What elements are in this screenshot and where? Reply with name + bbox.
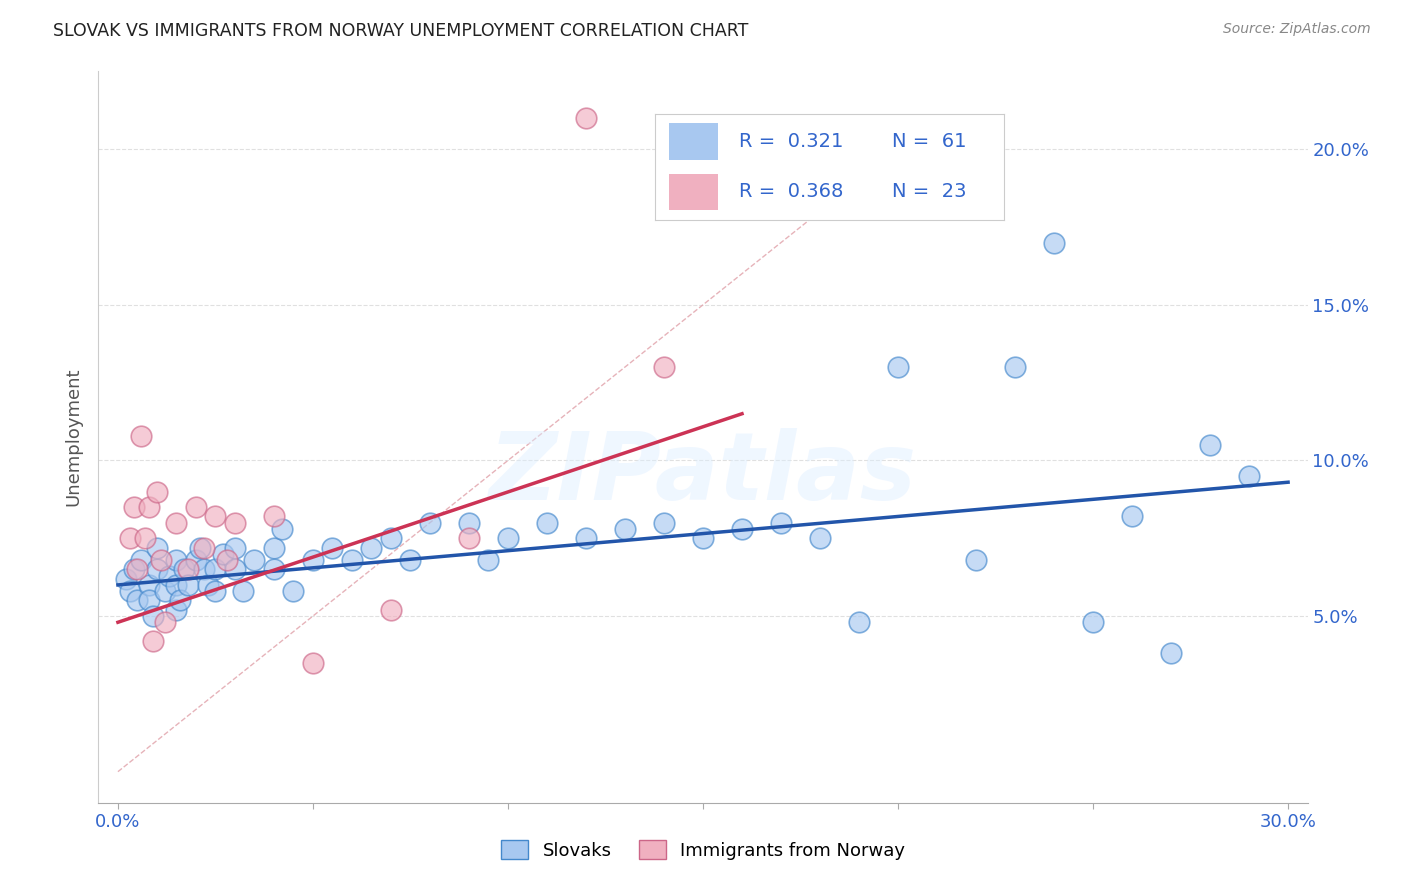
Point <box>1004 359 1026 374</box>
Point <box>536 516 558 530</box>
Point <box>692 531 714 545</box>
Point <box>149 553 172 567</box>
Point <box>212 547 235 561</box>
Point <box>138 500 160 515</box>
Point <box>146 562 169 576</box>
Point <box>204 509 226 524</box>
Point <box>302 553 325 567</box>
Point <box>575 111 598 125</box>
Y-axis label: Unemployment: Unemployment <box>65 368 83 507</box>
FancyBboxPatch shape <box>669 174 718 210</box>
Point <box>769 516 792 530</box>
Point <box>1237 469 1260 483</box>
Point <box>173 562 195 576</box>
Point <box>157 568 180 582</box>
Point <box>127 593 149 607</box>
Point <box>134 531 156 545</box>
Point <box>165 578 187 592</box>
Point <box>477 553 499 567</box>
Point <box>165 553 187 567</box>
Point <box>1160 647 1182 661</box>
Point <box>153 584 176 599</box>
Point <box>263 562 285 576</box>
Point <box>360 541 382 555</box>
Point <box>146 484 169 499</box>
Point <box>458 516 481 530</box>
Point <box>652 516 675 530</box>
Point <box>224 541 246 555</box>
Point <box>887 359 910 374</box>
Point <box>731 522 754 536</box>
Point <box>1121 509 1143 524</box>
Point <box>142 609 165 624</box>
Legend: Slovaks, Immigrants from Norway: Slovaks, Immigrants from Norway <box>494 833 912 867</box>
Point <box>302 656 325 670</box>
Point <box>217 553 239 567</box>
Point <box>458 531 481 545</box>
Point <box>283 584 305 599</box>
Point <box>419 516 441 530</box>
Point <box>169 593 191 607</box>
Text: N =  61: N = 61 <box>893 132 967 151</box>
Point <box>1043 235 1066 250</box>
Point <box>131 428 153 442</box>
Point <box>138 578 160 592</box>
Point <box>263 509 285 524</box>
Text: Source: ZipAtlas.com: Source: ZipAtlas.com <box>1223 22 1371 37</box>
Point <box>965 553 987 567</box>
Point <box>138 593 160 607</box>
Point <box>340 553 363 567</box>
Point <box>197 578 219 592</box>
Point <box>165 516 187 530</box>
Point <box>204 584 226 599</box>
Point <box>184 553 207 567</box>
Point <box>399 553 422 567</box>
Point <box>153 615 176 630</box>
Point <box>177 578 200 592</box>
Point <box>193 562 215 576</box>
FancyBboxPatch shape <box>669 123 718 160</box>
Point <box>184 500 207 515</box>
Point <box>177 562 200 576</box>
Point <box>652 359 675 374</box>
Point <box>1199 438 1222 452</box>
Point <box>496 531 519 545</box>
Point <box>224 516 246 530</box>
Point <box>142 634 165 648</box>
Point <box>614 522 637 536</box>
Point <box>321 541 343 555</box>
Point <box>808 531 831 545</box>
Text: R =  0.368: R = 0.368 <box>740 182 844 201</box>
Point <box>118 584 141 599</box>
Text: N =  23: N = 23 <box>893 182 967 201</box>
Point <box>848 615 870 630</box>
Point <box>232 584 254 599</box>
Point <box>165 603 187 617</box>
Point <box>122 500 145 515</box>
Point <box>146 541 169 555</box>
Point <box>243 553 266 567</box>
Point <box>263 541 285 555</box>
Text: ZIPatlas: ZIPatlas <box>489 427 917 520</box>
Point <box>270 522 292 536</box>
Point <box>122 562 145 576</box>
Point <box>224 562 246 576</box>
Point <box>204 562 226 576</box>
Point <box>131 553 153 567</box>
Point <box>575 531 598 545</box>
Point <box>380 531 402 545</box>
Point <box>118 531 141 545</box>
Point <box>188 541 211 555</box>
Text: R =  0.321: R = 0.321 <box>740 132 844 151</box>
Point <box>127 562 149 576</box>
Point <box>114 572 136 586</box>
Point <box>193 541 215 555</box>
Text: SLOVAK VS IMMIGRANTS FROM NORWAY UNEMPLOYMENT CORRELATION CHART: SLOVAK VS IMMIGRANTS FROM NORWAY UNEMPLO… <box>53 22 749 40</box>
Point <box>380 603 402 617</box>
Point <box>1081 615 1104 630</box>
